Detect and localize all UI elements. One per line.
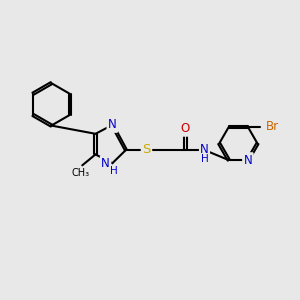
Text: H: H [201, 154, 208, 164]
Text: S: S [142, 143, 151, 157]
Text: N: N [101, 157, 110, 170]
Text: H: H [110, 167, 118, 176]
Text: N: N [244, 154, 252, 166]
Text: Br: Br [266, 120, 279, 134]
Text: N: N [200, 143, 209, 157]
Text: O: O [181, 122, 190, 135]
Text: N: N [108, 118, 117, 131]
Text: CH₃: CH₃ [72, 168, 90, 178]
